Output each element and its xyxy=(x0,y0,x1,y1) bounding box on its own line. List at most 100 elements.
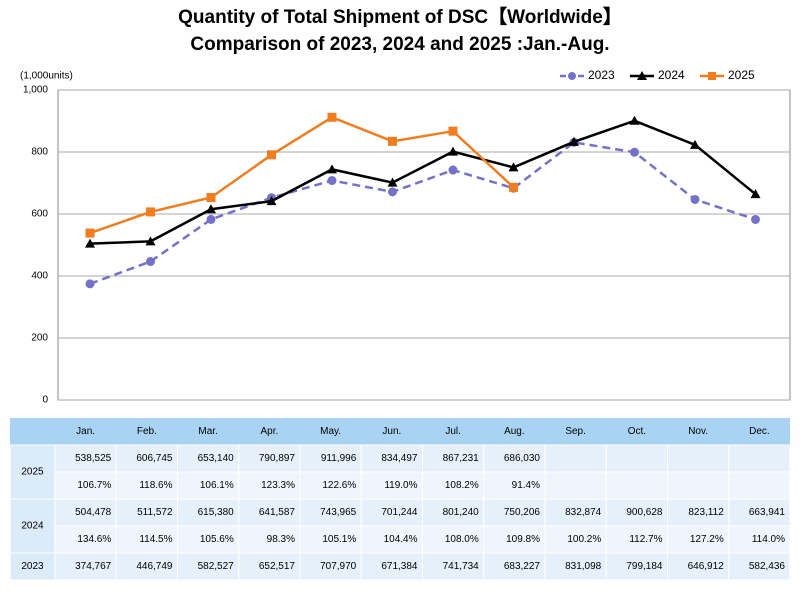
point xyxy=(327,112,337,122)
table-cell xyxy=(299,552,362,581)
table-cell xyxy=(115,498,178,527)
table-value: 663,941 xyxy=(749,507,786,518)
table-value: 114.0% xyxy=(752,534,785,545)
column-header: Mar. xyxy=(198,426,217,437)
table-value: 446,749 xyxy=(136,561,173,572)
series-line xyxy=(89,115,515,235)
table-value: 538,525 xyxy=(75,453,112,464)
table-value: 582,436 xyxy=(749,561,786,572)
table-cell xyxy=(483,498,546,527)
table-value: 707,970 xyxy=(320,561,357,572)
table-value: 374,767 xyxy=(75,561,112,572)
table-cell xyxy=(422,444,485,473)
series-line xyxy=(89,141,756,285)
column-header: Oct. xyxy=(628,426,646,437)
row-label: 2023 xyxy=(21,561,44,572)
table-cell xyxy=(483,552,546,581)
table-value: 122.6% xyxy=(322,480,356,491)
point xyxy=(267,150,276,160)
point xyxy=(206,214,216,224)
chart-subtitle: Comparison of 2023, 2024 and 2025 :Jan.-… xyxy=(190,34,609,55)
y-tick-label: 600 xyxy=(31,209,48,220)
table-cell xyxy=(544,498,607,527)
table-cell xyxy=(728,552,791,581)
column-header: Jan. xyxy=(76,426,95,437)
table-value: 511,572 xyxy=(137,507,173,518)
table-value: 790,897 xyxy=(259,453,296,464)
table-value: 606,745 xyxy=(136,453,173,464)
table-value: 108.0% xyxy=(445,534,479,545)
table-value: 832,874 xyxy=(565,507,602,518)
point xyxy=(751,214,760,224)
point xyxy=(388,187,397,197)
table-value: 683,227 xyxy=(504,561,541,572)
y-tick-label: 1,000 xyxy=(23,85,48,96)
point xyxy=(448,165,458,175)
point xyxy=(145,236,156,246)
table-value: 646,912 xyxy=(688,561,725,572)
y-tick-label: 800 xyxy=(31,147,48,158)
table-cell xyxy=(483,471,546,500)
point xyxy=(206,204,216,214)
table-value: 105.6% xyxy=(200,534,234,545)
table-cell xyxy=(360,552,423,581)
point xyxy=(750,189,761,199)
row-label: 2024 xyxy=(21,521,44,532)
table-cell xyxy=(115,552,178,581)
table-cell xyxy=(544,471,607,500)
table-cell xyxy=(54,552,117,581)
table-value: 112.7% xyxy=(629,534,662,545)
column-header: Dec. xyxy=(749,426,770,437)
legend-label: 2023 xyxy=(588,68,615,82)
point xyxy=(690,194,700,204)
table-value: 104.4% xyxy=(384,534,418,545)
point xyxy=(266,196,277,206)
column-header: Nov. xyxy=(688,426,708,437)
legend-marker xyxy=(708,72,716,80)
table-cell xyxy=(115,471,178,500)
table-cell xyxy=(728,444,791,473)
table-value: 743,965 xyxy=(320,507,357,518)
table-cell xyxy=(422,498,485,527)
table-value: 108.2% xyxy=(445,480,479,491)
chart-title: Quantity of Total Shipment of DSC【Worldw… xyxy=(178,5,622,28)
table-cell xyxy=(544,444,607,473)
table-cell xyxy=(667,471,730,500)
point xyxy=(85,228,95,238)
table-cell xyxy=(360,444,423,473)
column-header: Jul. xyxy=(445,426,461,437)
point xyxy=(146,207,155,217)
table-value: 701,244 xyxy=(381,507,418,518)
table-value: 831,098 xyxy=(565,561,602,572)
table-value: 799,184 xyxy=(626,561,663,572)
point xyxy=(629,115,640,125)
table-value: 653,140 xyxy=(198,453,235,464)
table-value: 867,231 xyxy=(443,453,480,464)
table-cell xyxy=(667,498,730,527)
point xyxy=(508,162,519,172)
column-header: Apr. xyxy=(260,426,278,437)
y-tick-label: 400 xyxy=(31,271,48,282)
table-value: 582,527 xyxy=(198,561,235,572)
legend-label: 2025 xyxy=(728,68,755,82)
table-value: 900,628 xyxy=(626,507,663,518)
point xyxy=(388,136,397,146)
table-value: 834,497 xyxy=(381,453,418,464)
table-value: 615,380 xyxy=(198,507,235,518)
table-value: 91.4% xyxy=(512,480,540,491)
point xyxy=(327,164,337,174)
legend-marker xyxy=(637,71,647,80)
table-cell xyxy=(54,444,117,473)
point xyxy=(690,139,700,149)
y-axis-label: (1,000units) xyxy=(20,71,73,82)
table-value: 504,478 xyxy=(75,507,112,518)
table-value: 686,030 xyxy=(504,453,541,464)
point xyxy=(146,257,155,267)
table-value: 118.6% xyxy=(139,480,172,491)
table-cell xyxy=(544,552,607,581)
table-value: 98.3% xyxy=(267,534,295,545)
legend-marker xyxy=(568,72,576,80)
table-cell xyxy=(667,525,730,554)
table-value: 114.5% xyxy=(139,534,172,545)
